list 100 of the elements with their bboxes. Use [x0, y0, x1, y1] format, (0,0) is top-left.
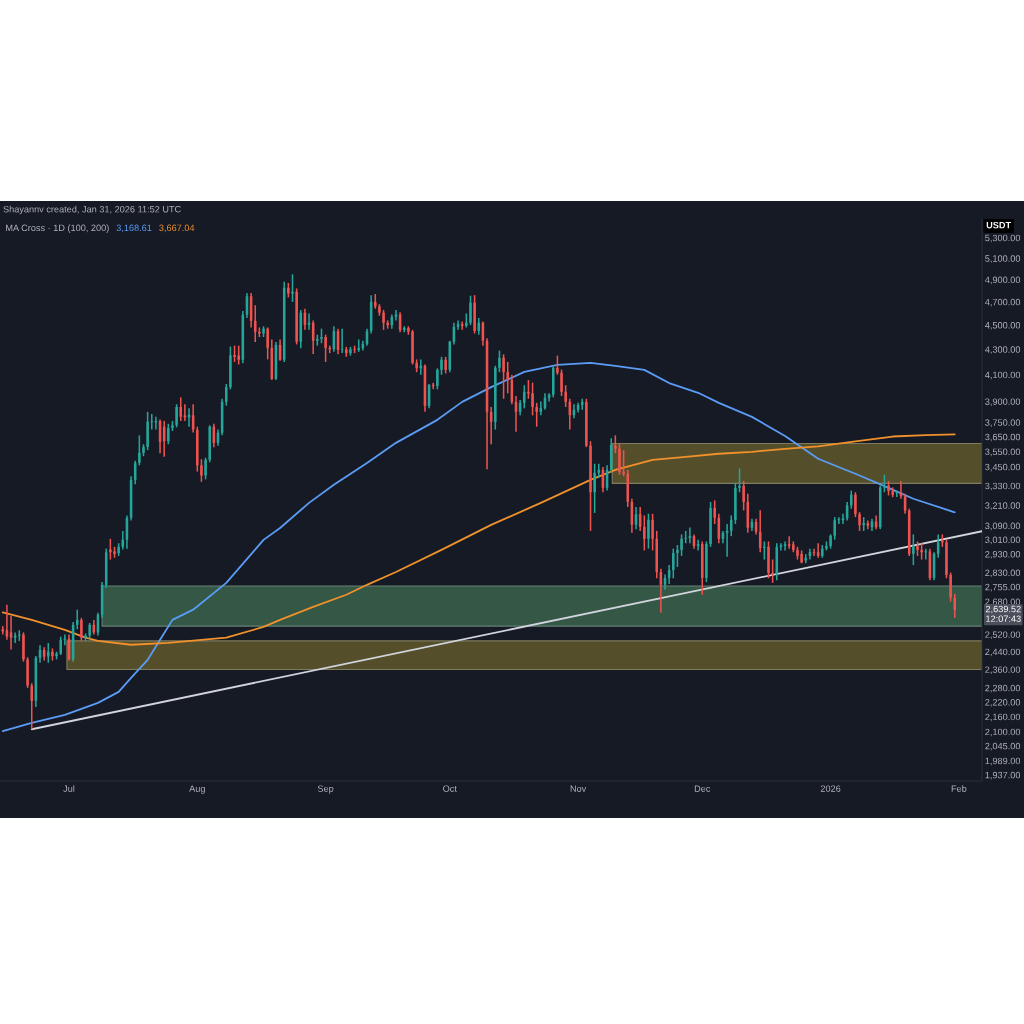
candlestick: [551, 364, 555, 399]
candlestick: [560, 368, 563, 397]
y-tick-label: 3,550.00: [985, 448, 1021, 457]
candlestick: [912, 533, 915, 566]
candlestick: [253, 304, 257, 343]
candlestick: [349, 346, 352, 357]
candlestick: [175, 403, 178, 429]
candlestick: [700, 540, 704, 596]
candlestick: [59, 635, 62, 656]
candlestick: [469, 294, 472, 326]
candlestick: [494, 364, 497, 431]
candlestick: [138, 434, 141, 467]
x-tick-label: Aug: [189, 785, 205, 794]
candlestick: [324, 333, 327, 363]
candlestick: [792, 540, 795, 554]
y-tick-label: 1,937.00: [985, 771, 1021, 780]
candlestick: [150, 413, 154, 431]
candlestick: [204, 456, 207, 481]
candlestick: [589, 440, 592, 532]
y-tick-label: 5,300.00: [985, 234, 1021, 243]
candlestick: [353, 344, 356, 354]
candlestick: [26, 656, 29, 689]
candlestick: [320, 327, 323, 344]
candlestick: [672, 547, 675, 580]
candlestick: [502, 353, 505, 400]
y-tick-label: 3,900.00: [985, 398, 1021, 406]
candlestick: [742, 480, 745, 512]
candlestick: [113, 546, 116, 559]
y-tick-label: 4,100.00: [984, 371, 1021, 380]
text: 12:07:43: [986, 615, 1021, 622]
candlestick: [713, 499, 716, 525]
candlestick: [411, 329, 414, 366]
candlestick: [883, 473, 886, 493]
candlestick: [924, 547, 928, 561]
candlestick: [142, 443, 145, 457]
x-tick-label: Dec: [694, 785, 711, 792]
y-tick-label: 2,830.00: [985, 569, 1021, 578]
candlestick: [953, 592, 957, 619]
candlestick: [709, 501, 712, 548]
candlestick: [200, 458, 203, 483]
candlestick: [849, 489, 853, 510]
candlestick: [783, 540, 787, 552]
candlestick: [146, 411, 149, 451]
candlestick: [262, 325, 265, 338]
candlestick: [651, 512, 654, 552]
candlestick: [266, 326, 269, 361]
candlestick: [796, 546, 799, 561]
y-tick-label: 2,930.00: [985, 550, 1021, 559]
candlestick: [767, 540, 770, 580]
y-tick-label: 2,100.00: [985, 728, 1021, 737]
candlestick: [895, 489, 899, 498]
y-tick-label: 3,650.00: [985, 433, 1021, 442]
candlestick: [676, 544, 679, 568]
candlestick: [622, 449, 625, 478]
y-axis-title: USDT: [986, 221, 1012, 229]
candlestick: [614, 434, 617, 454]
candlestick: [51, 647, 54, 662]
legend-title: MA Cross · 1D (100, 200): [6, 224, 109, 233]
candlestick: [643, 514, 646, 552]
candlestick: [436, 367, 439, 391]
candlestick: [30, 682, 34, 731]
candlestick: [916, 540, 919, 557]
candlestick: [535, 402, 538, 428]
candlestick: [779, 542, 783, 552]
candlestick: [179, 396, 183, 422]
text: 3,168.61: [116, 224, 152, 233]
candlestick: [295, 287, 298, 346]
candlestick: [647, 512, 650, 550]
x-tick-label: Feb: [951, 785, 967, 792]
y-tick-label: 3,330.00: [985, 482, 1021, 491]
candlestick: [224, 383, 228, 407]
candlestick: [345, 346, 348, 358]
candlestick: [738, 467, 741, 493]
y-tick-label: 4,900.00: [984, 276, 1021, 285]
candlestick: [655, 530, 659, 580]
candlestick: [506, 361, 510, 395]
candlestick: [357, 338, 360, 353]
candlestick: [825, 540, 828, 552]
y-tick-label: 3,090.00: [985, 522, 1021, 531]
candlestick: [787, 535, 791, 550]
y-tick-label: 1,989.00: [985, 757, 1021, 766]
candlestick: [440, 356, 443, 376]
candlestick: [88, 622, 91, 640]
candlestick: [233, 344, 236, 363]
candlestick: [378, 303, 381, 317]
candlestick: [55, 650, 58, 661]
candlestick: [340, 327, 344, 354]
candlestick: [949, 571, 952, 603]
candlestick: [862, 516, 865, 532]
y-tick-label: 2,755.00: [985, 583, 1021, 592]
y-tick-label: 2,680.00: [985, 598, 1021, 607]
candlestick: [858, 511, 861, 532]
candlestick: [171, 420, 174, 432]
candlestick: [208, 424, 211, 464]
y-tick-label: 2,280.00: [985, 684, 1021, 693]
candlestick: [821, 544, 824, 559]
candlestick: [229, 345, 232, 391]
candlestick: [523, 384, 526, 410]
x-tick-label: Oct: [443, 785, 457, 792]
line-series: [1, 433, 956, 646]
